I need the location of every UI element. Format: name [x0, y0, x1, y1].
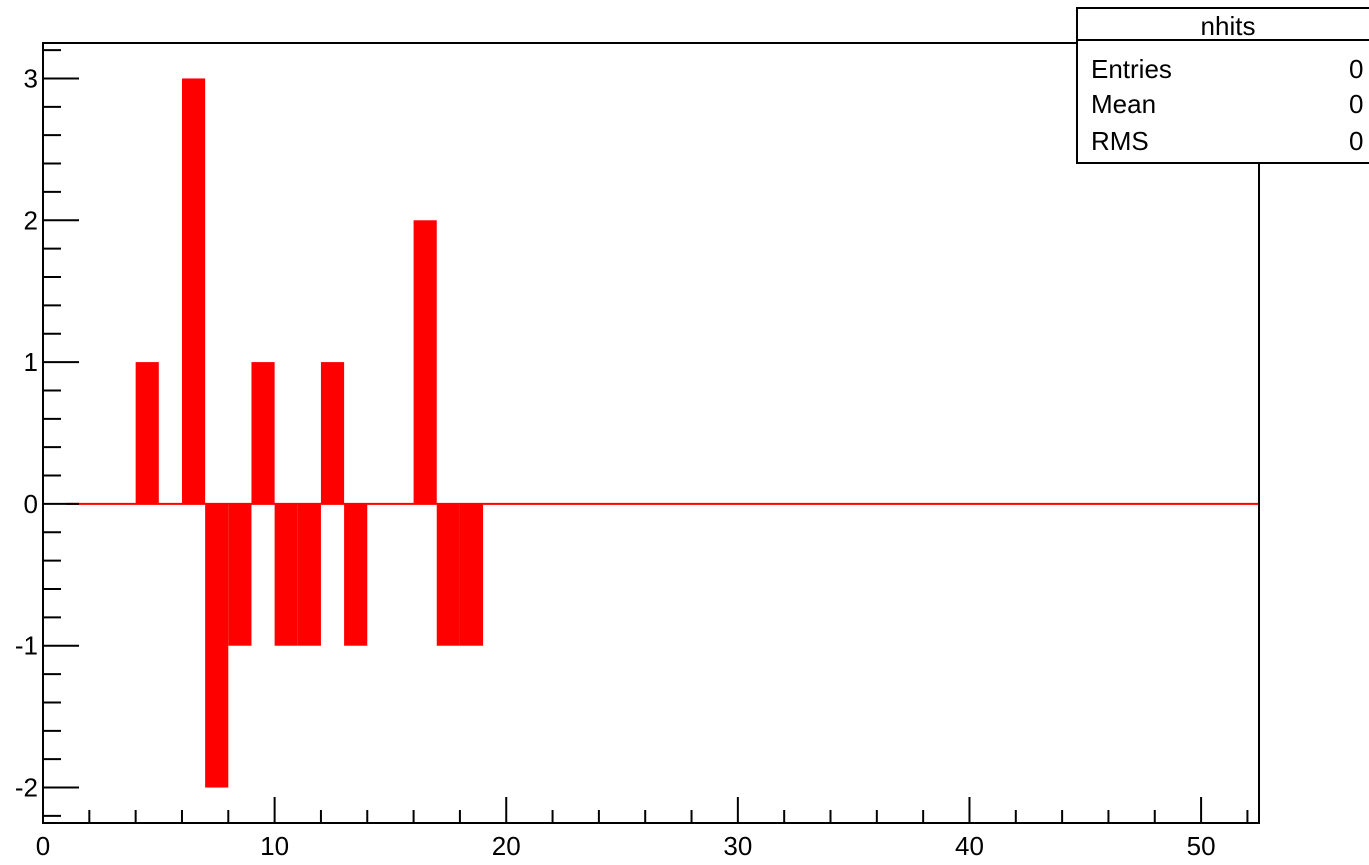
histogram-bar [205, 503, 229, 788]
bars-layer [66, 78, 1259, 788]
histogram-bar [297, 503, 321, 646]
stats-box-frame [1076, 7, 1369, 164]
histogram-bar [459, 503, 484, 646]
x-tick-label: 50 [1187, 831, 1216, 860]
histogram-bar [413, 220, 437, 504]
histogram-bar [135, 362, 159, 504]
stats-row-value: 0 [1349, 126, 1363, 156]
y-tick-label: 2 [24, 205, 38, 235]
stats-row-value: 0 [1349, 54, 1363, 84]
x-tick-label: 0 [36, 831, 50, 860]
y-tick-label: -1 [15, 631, 38, 661]
stats-box: nhits Entries 0 Mean 0 RMS 0 [1076, 7, 1369, 164]
histogram-bar [228, 503, 252, 646]
axes-layer: 0 10 20 30 40 50 -2 -1 0 1 2 3 [15, 42, 1260, 861]
histogram-bar [181, 78, 206, 504]
stats-row-value: 0 [1349, 89, 1363, 119]
x-tick-label: 20 [492, 831, 521, 860]
x-tick-label: 40 [955, 831, 984, 860]
histogram-bar [436, 503, 460, 646]
y-tick-label: 1 [24, 347, 38, 377]
histogram-bar [274, 503, 298, 646]
y-tick-label: 3 [24, 63, 38, 93]
histogram-bar [251, 362, 275, 504]
stats-box-title: nhits [1201, 11, 1256, 41]
y-tick-label: -2 [15, 773, 38, 803]
x-tick-label: 10 [260, 831, 289, 860]
x-tick-label: 30 [723, 831, 752, 860]
y-tick-label: 0 [24, 489, 38, 519]
plot-frame [42, 42, 1260, 824]
stats-row-label: Entries [1091, 54, 1172, 84]
stats-row-label: RMS [1091, 126, 1149, 156]
histogram-bar [320, 362, 345, 504]
histogram-bar [344, 503, 368, 646]
stats-row-label: Mean [1091, 89, 1156, 119]
